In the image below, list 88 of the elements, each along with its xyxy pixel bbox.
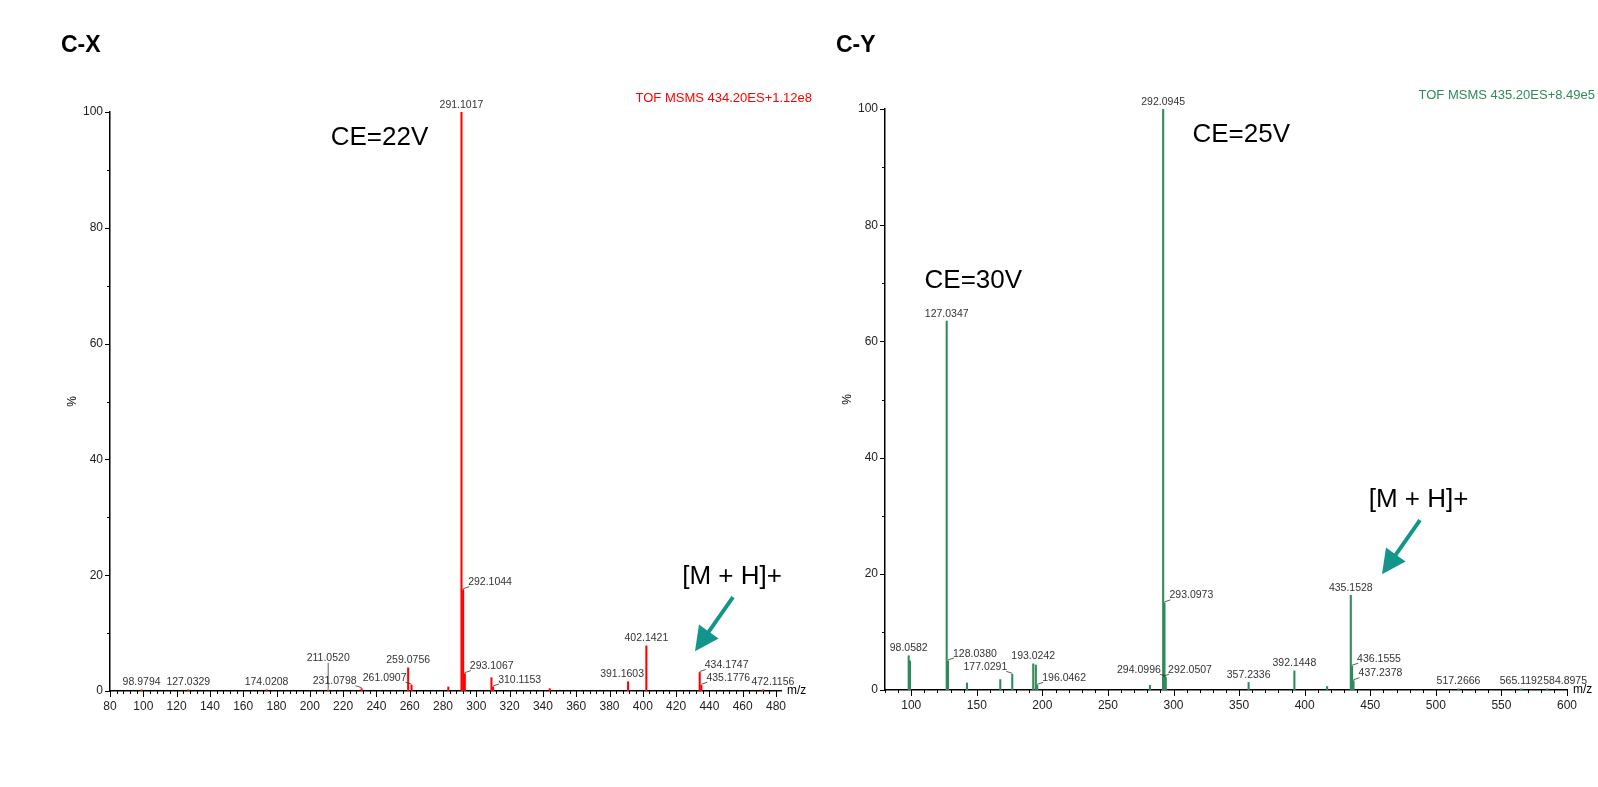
annotation: 193.0242 <box>1011 649 1056 662</box>
x-tick-label: 320 <box>499 698 520 713</box>
x-tick-label: 380 <box>599 698 620 713</box>
y-tick-label: 100 <box>857 101 879 116</box>
x-tick-label: 100 <box>901 697 922 712</box>
annotation: 435.1528 <box>1328 580 1373 593</box>
x-tick-label: 100 <box>133 698 154 713</box>
annotation: 292.0507 <box>1168 662 1213 675</box>
annotation: 98.9794 <box>122 675 161 688</box>
x-tick-label: 300 <box>1163 697 1184 712</box>
x-tick-label: 480 <box>765 698 787 713</box>
y-tick-label: 60 <box>89 335 104 350</box>
y-tick-label: 20 <box>864 566 879 581</box>
y-tick-label: 80 <box>864 217 879 232</box>
y-tick-label: 80 <box>89 220 104 235</box>
annotation: 128.0380 <box>953 646 997 659</box>
y-tick-label: 0 <box>871 682 879 697</box>
annotation: 435.1776 <box>706 670 751 683</box>
x-tick-label: 250 <box>1097 697 1119 712</box>
x-tick-label: 350 <box>1229 697 1250 712</box>
annotation: CE=25V <box>1192 117 1291 148</box>
x-tick-label: 140 <box>199 698 221 713</box>
chart-subtitle: TOF MSMS 435.20ES+8.49e5 <box>1418 86 1595 102</box>
chart-subtitle: TOF MSMS 434.20ES+1.12e8 <box>635 89 812 105</box>
x-tick-label: 400 <box>1294 697 1316 712</box>
annotation: 293.1067 <box>469 659 514 672</box>
annotation: CE=30V <box>924 264 1023 295</box>
x-tick-label: 500 <box>1425 697 1447 712</box>
x-tick-label: 360 <box>566 698 587 713</box>
y-tick-label: 100 <box>82 104 104 119</box>
x-tick-label: 450 <box>1360 697 1381 712</box>
annotation: 436.1555 <box>1357 651 1402 664</box>
annotation: 177.0291 <box>963 659 1008 672</box>
annotation: [M + H]+ <box>1368 482 1469 513</box>
annotation: 434.1747 <box>704 658 749 671</box>
x-tick-label: 280 <box>432 698 454 713</box>
annotation: 517.2666 <box>1436 674 1481 687</box>
x-tick-label: 440 <box>699 698 720 713</box>
annotation: 259.0756 <box>386 653 431 666</box>
annotation: 293.0973 <box>1169 588 1214 601</box>
annotation: 291.1017 <box>439 97 484 110</box>
y-tick-label: 40 <box>89 451 104 466</box>
x-tick-label: 80 <box>103 698 117 713</box>
x-tick-label: 150 <box>966 697 988 712</box>
x-tick-label: 260 <box>399 698 421 713</box>
annotation: 292.0945 <box>1141 94 1186 107</box>
x-tick-label: 300 <box>466 698 487 713</box>
annotation: 292.1044 <box>468 575 513 588</box>
annotation: CE=22V <box>330 120 429 151</box>
x-tick-label: 180 <box>266 698 287 713</box>
annotation: 357.2336 <box>1226 668 1271 681</box>
annotation: 402.1421 <box>624 631 669 644</box>
x-tick-label: 340 <box>532 698 554 713</box>
chart-title: C-X <box>61 31 102 58</box>
annotation: 127.0347 <box>924 306 969 319</box>
x-tick-label: 400 <box>632 698 654 713</box>
annotation: 231.0798 <box>312 674 357 687</box>
annotation: 174.0208 <box>244 675 289 688</box>
x-tick-label: 240 <box>366 698 387 713</box>
annotation: 196.0462 <box>1042 670 1087 683</box>
x-tick-label: 420 <box>666 698 687 713</box>
annotation: 261.0907 <box>362 670 407 683</box>
annotation: [M + H]+ <box>682 559 782 590</box>
y-axis-title: % <box>840 393 855 405</box>
x-tick-label: 460 <box>732 698 754 713</box>
x-tick-label: 220 <box>333 698 354 713</box>
x-tick-label: 160 <box>233 698 254 713</box>
annotation: 310.1153 <box>498 672 542 685</box>
y-tick-label: 0 <box>96 683 104 698</box>
y-tick-label: 20 <box>89 567 104 582</box>
y-axis-title: % <box>65 395 80 407</box>
annotation: 392.1448 <box>1272 656 1317 669</box>
x-tick-label: 200 <box>1032 697 1053 712</box>
y-tick-label: 60 <box>864 333 879 348</box>
annotation: 294.0996 <box>1117 662 1161 675</box>
annotation: 472.1156 <box>751 675 795 688</box>
x-tick-label: 120 <box>166 698 187 713</box>
annotation: 437.2378 <box>1358 666 1403 679</box>
chart-title: C-Y <box>836 31 876 58</box>
annotation: 391.1603 <box>600 667 645 680</box>
annotation: 211.0520 <box>306 651 350 664</box>
annotation: 565.1192 <box>1499 674 1543 687</box>
x-tick-label: 200 <box>299 698 321 713</box>
x-tick-label: 550 <box>1491 697 1512 712</box>
annotation: 127.0329 <box>166 675 211 688</box>
x-tick-label: 600 <box>1556 697 1578 712</box>
annotation: 98.0582 <box>889 641 928 654</box>
y-tick-label: 40 <box>864 449 879 464</box>
